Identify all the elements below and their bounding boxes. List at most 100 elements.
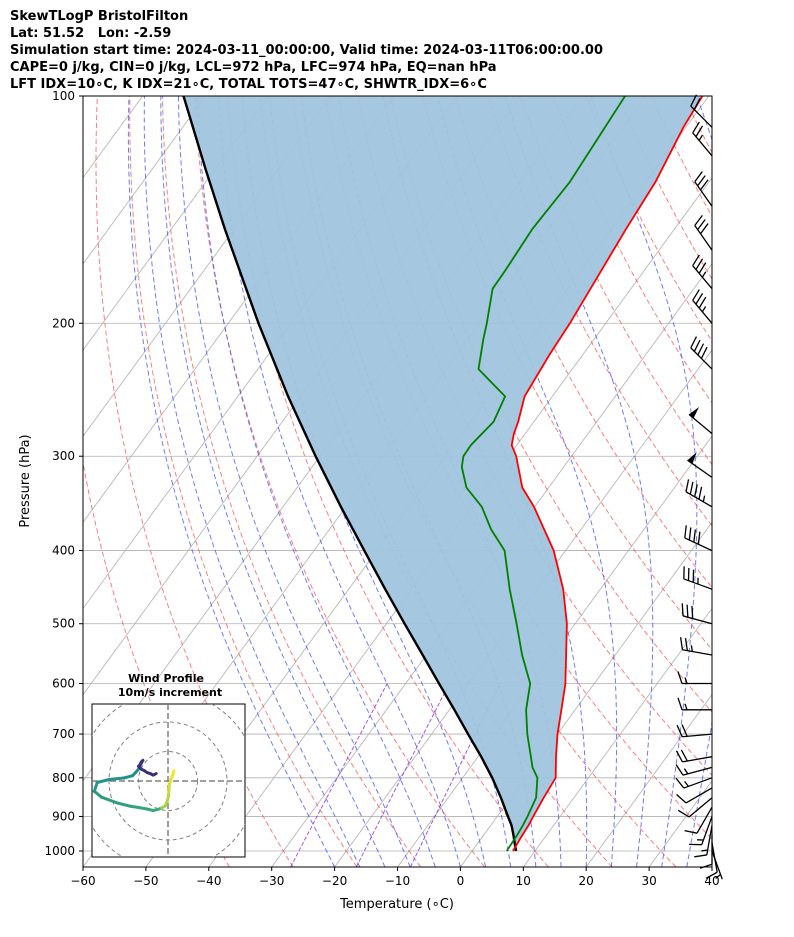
wind-barb <box>684 806 713 834</box>
wind-barb <box>677 797 713 818</box>
hodograph-subtitle: 10m/s increment <box>118 686 222 699</box>
chart-title: SkewTLogP BristolFilton <box>10 9 189 24</box>
wind-barb <box>694 171 713 207</box>
moist-adiabat-line <box>197 96 436 867</box>
wind-barb <box>679 637 713 656</box>
hodograph-trace <box>92 758 176 812</box>
y-tick-label: 900 <box>52 809 75 823</box>
hodograph-segment <box>95 778 111 784</box>
mixing-ratio-line <box>355 683 450 867</box>
parcel-profile-line <box>182 96 518 852</box>
wind-barb <box>683 566 713 590</box>
y-tick-label: 200 <box>52 316 75 330</box>
y-tick-label: 300 <box>52 449 75 463</box>
dry-adiabat-line <box>390 96 712 713</box>
y-axis-label: Pressure (hPa) <box>18 434 33 527</box>
mixing-ratio-layer <box>290 683 501 867</box>
mixing-ratio-line <box>409 683 501 867</box>
wind-barb <box>692 254 713 290</box>
y-tick-label: 600 <box>52 677 75 691</box>
isotherm-line <box>83 96 206 265</box>
wind-barb <box>692 289 713 324</box>
x-tick-label: 30 <box>641 874 656 888</box>
dry-adiabat-line <box>455 96 712 589</box>
dry-adiabat-line <box>422 96 712 651</box>
chart-header: SkewTLogP BristolFilton Lat: 51.52 Lon: … <box>10 8 603 93</box>
x-tick-label: 40 <box>704 874 719 888</box>
hodograph-segment <box>92 781 99 793</box>
moist-adiabat-line <box>177 96 411 867</box>
wind-barb <box>694 214 713 251</box>
hodograph-segment <box>92 789 104 799</box>
wind-barb <box>687 452 713 478</box>
cin-shade-area <box>183 96 703 851</box>
indices-line: LFT IDX=10∘C, K IDX=21∘C, TOTAL TOTS=47∘… <box>10 77 487 92</box>
moist-adiabat-line <box>143 96 361 867</box>
wind-barb <box>685 479 713 508</box>
cape-line: CAPE=0 j/kg, CIN=0 j/kg, LCL=972 hPa, LF… <box>10 60 497 75</box>
x-tick-label: −50 <box>133 874 158 888</box>
dry-adiabat-line <box>324 96 712 840</box>
x-tick-label: 10 <box>516 874 531 888</box>
wind-barb <box>699 834 713 869</box>
wind-barb <box>690 94 713 128</box>
moist-adiabat-line <box>711 864 712 867</box>
moist-adiabat-line <box>218 96 461 867</box>
hodograph-segment <box>116 801 132 808</box>
cape-shade-layer <box>183 96 703 851</box>
x-tick-label: 20 <box>579 874 594 888</box>
hodograph-segment <box>151 772 158 777</box>
hodograph-segment <box>100 795 120 805</box>
wind-barb <box>677 697 712 711</box>
x-tick-label: −10 <box>385 874 410 888</box>
y-tick-label: 100 <box>52 89 75 103</box>
dry-adiabat-line <box>716 96 794 867</box>
isotherm-line <box>83 96 269 351</box>
moist-adiabat-line <box>160 96 386 867</box>
dry-adiabat-line <box>749 96 794 867</box>
hodograph-segment <box>107 776 126 781</box>
isotherm-line <box>522 607 712 867</box>
location-line: Lat: 51.52 Lon: -2.59 <box>10 26 172 41</box>
dry-adiabat-line <box>227 96 549 867</box>
wind-barb <box>675 777 713 789</box>
profile-series-layer <box>182 96 704 852</box>
time-line: Simulation start time: 2024-03-11_00:00:… <box>10 43 603 58</box>
dewpoint-line <box>460 96 626 852</box>
hodograph-title: Wind Profile <box>128 672 204 685</box>
x-tick-label: −60 <box>70 874 95 888</box>
isotherm-line <box>334 349 712 867</box>
temperature-line <box>510 96 704 852</box>
moist-adiabat-line <box>127 96 336 867</box>
dry-adiabat-line <box>194 96 485 867</box>
y-tick-label: 500 <box>52 617 75 631</box>
dry-adiabat-line <box>129 96 358 867</box>
x-tick-label: −30 <box>259 874 284 888</box>
y-tick-label: 1000 <box>44 844 75 858</box>
wind-barb-layer <box>675 94 723 880</box>
axis-layer: Temperature (∘C) Pressure (hPa) 10009008… <box>18 89 720 912</box>
wind-barb <box>692 121 713 157</box>
dry-adiabat-line <box>618 96 712 280</box>
mixing-ratio-line <box>290 683 388 867</box>
wind-barb <box>689 816 713 846</box>
wind-barb <box>681 603 713 625</box>
wind-barb <box>676 787 713 804</box>
wind-barb <box>684 525 713 552</box>
isotherm-line <box>0 96 80 867</box>
x-tick-label: 0 <box>457 874 465 888</box>
wind-barb <box>675 749 713 763</box>
y-tick-label: 700 <box>52 727 75 741</box>
wind-barb <box>675 764 713 776</box>
dry-adiabat-line <box>782 96 794 867</box>
wind-barb <box>705 842 718 879</box>
wind-barb <box>676 724 713 738</box>
x-tick-label: −20 <box>322 874 347 888</box>
wind-barb <box>690 336 713 370</box>
y-tick-label: 400 <box>52 544 75 558</box>
wind-barb <box>677 671 712 685</box>
moist-adiabat-line <box>242 96 487 867</box>
dry-adiabat-line <box>650 96 712 218</box>
x-axis-label: Temperature (∘C) <box>339 897 454 912</box>
